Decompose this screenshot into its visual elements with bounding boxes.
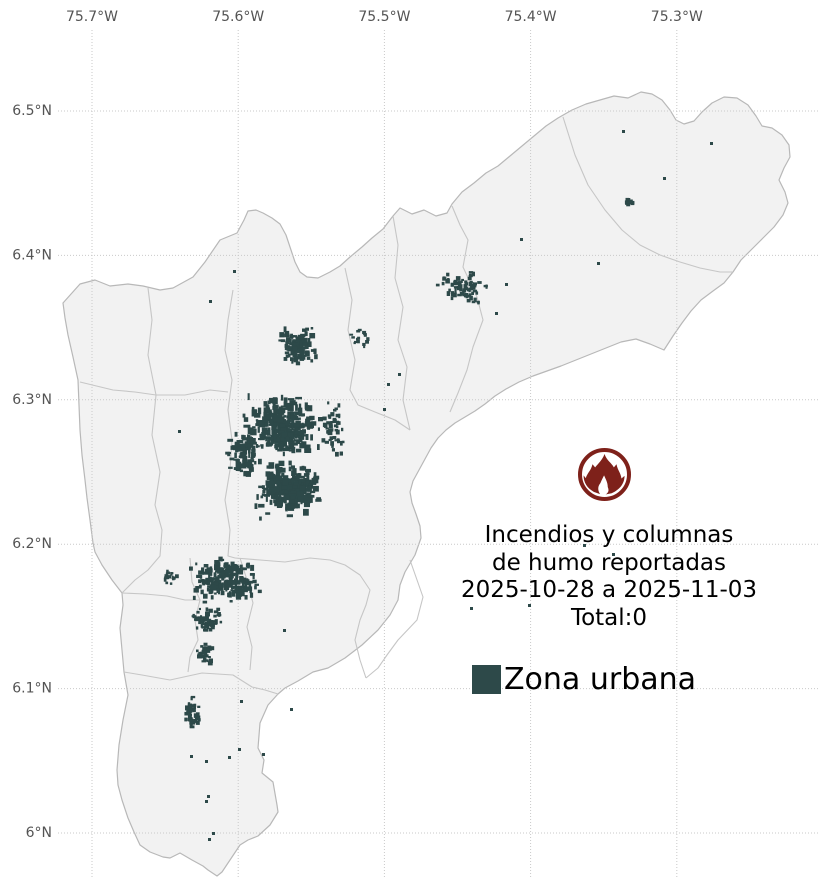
- lat-tick-label: 6.5°N: [12, 103, 52, 119]
- annotation-title-line2: de humo reportadas: [491, 549, 727, 576]
- lat-tick-label: 6°N: [26, 825, 52, 841]
- lat-tick-label: 6.2°N: [12, 536, 52, 552]
- lon-tick-label: 75.3°W: [651, 9, 703, 25]
- annotation-block: Incendios y columnas de humo reportadas …: [449, 522, 769, 632]
- fire-icon-flame: [583, 454, 625, 495]
- fire-icon-ring: [578, 448, 631, 501]
- legend: Zona urbana: [472, 662, 696, 697]
- lon-tick-label: 75.4°W: [505, 9, 557, 25]
- fire-icon-flame-inner: [599, 475, 608, 494]
- annotation-total: Total:0: [570, 604, 648, 631]
- lat-tick-label: 6.4°N: [12, 247, 52, 263]
- annotation-title-line1: Incendios y columnas: [484, 522, 734, 548]
- lat-tick-label: 6.1°N: [12, 681, 52, 697]
- lat-tick-label: 6.3°N: [12, 392, 52, 408]
- annotation-date-range: 2025-10-28 a 2025-11-03: [460, 577, 758, 603]
- fire-icon: [576, 446, 633, 503]
- legend-label: Zona urbana: [504, 662, 697, 697]
- lon-tick-label: 75.5°W: [358, 9, 410, 25]
- lon-tick-label: 75.6°W: [212, 9, 264, 25]
- legend-swatch-zona-urbana: [472, 665, 501, 694]
- lon-tick-label: 75.7°W: [66, 9, 118, 25]
